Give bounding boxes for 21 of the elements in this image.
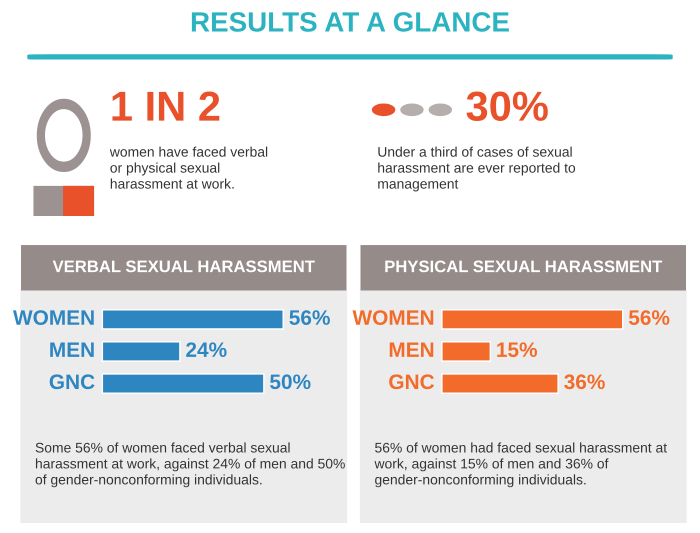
chart-title: PHYSICAL SEXUAL HARASSMENT — [385, 260, 662, 272]
chart-title: VERBAL SEXUAL HARASSMENT — [52, 260, 315, 272]
text: 1 IN 2 — [112, 91, 220, 121]
text: Under a third of cases of sexual harassment are ever reported to management — [378, 146, 576, 192]
data-label: 50% — [270, 374, 311, 390]
y-tick-label: WOMEN — [352, 310, 434, 325]
text: women have faced verbal or physical sexual harassment at work. — [110, 146, 268, 189]
data-label: 56% — [289, 310, 330, 325]
y-tick-label: MEN — [390, 342, 434, 357]
y-tick-label: MEN — [50, 342, 94, 357]
text: Some 56% of women faced verbal sexual harassment at work, against 24% of men and 50% of gender-nonconforming individuals. — [36, 442, 345, 488]
y-tick-label: GNC — [389, 374, 434, 390]
data-label: 36% — [564, 374, 605, 390]
y-tick-label: WOMEN — [12, 310, 94, 325]
text: 56% of women had faced sexual harassment at work, against 15% of men and 36% of gender-nonconforming individuals. — [374, 442, 668, 488]
text: 30% — [466, 91, 548, 122]
text: RESULTS AT A GLANCE — [192, 12, 509, 32]
data-label: 56% — [628, 310, 670, 325]
y-tick-label: GNC — [50, 374, 95, 390]
data-label: 15% — [497, 342, 538, 358]
data-label: 24% — [186, 342, 227, 358]
